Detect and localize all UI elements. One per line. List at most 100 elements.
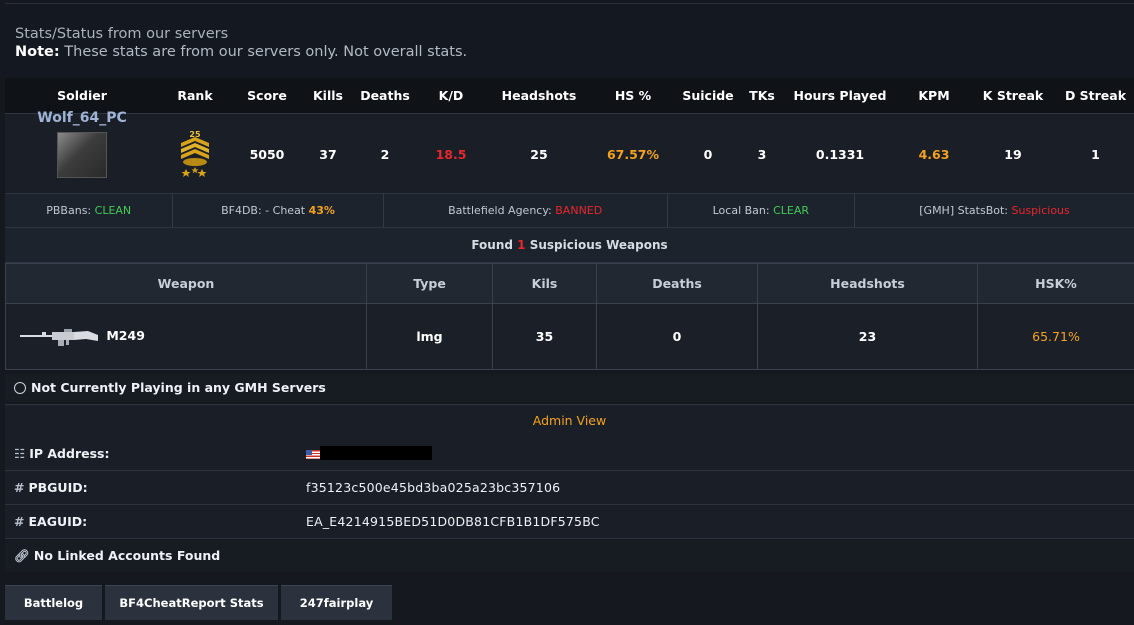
hs-pct-value: 67.57% bbox=[593, 113, 673, 194]
ip-address-label: IP Address: bbox=[29, 446, 110, 461]
col-deaths: Deaths bbox=[353, 78, 417, 114]
weapon-cell: M249 bbox=[5, 303, 367, 370]
pbguid-row: # PBGUID: f35123c500e45bd3ba025a23bc35710… bbox=[5, 471, 1134, 505]
eaguid-label: EAGUID: bbox=[28, 514, 88, 529]
pbguid-value: f35123c500e45bd3ba025a23bc357106 bbox=[306, 480, 561, 495]
col-rank: Rank bbox=[159, 78, 231, 114]
weapon-headshots: 23 bbox=[757, 303, 978, 370]
deaths-value: 2 bbox=[353, 113, 417, 194]
admin-view-title: Admin View bbox=[5, 404, 1134, 438]
col-kills: Kills bbox=[303, 78, 353, 114]
note-text: These stats are from our servers only. N… bbox=[59, 44, 468, 60]
weapon-name: M249 bbox=[106, 328, 145, 343]
bf4db-label: BF4DB: - Cheat bbox=[221, 204, 306, 217]
pbbans-status[interactable]: PBBans: CLEAN bbox=[5, 194, 174, 227]
suicide-value: 0 bbox=[673, 113, 743, 194]
battlelog-button[interactable]: Battlelog bbox=[5, 585, 102, 620]
ip-address-label-wrap: ☷ IP Address: bbox=[14, 446, 109, 461]
suspicious-count: 1 bbox=[517, 238, 526, 252]
suspicious-weapons-table: Weapon Type Kils Deaths Headshots HSK% bbox=[5, 263, 1134, 370]
col-d-streak: D Streak bbox=[1057, 78, 1134, 114]
kd-value: 18.5 bbox=[417, 113, 485, 194]
pbbans-label: PBBans: bbox=[46, 204, 92, 217]
stats-header-row: Soldier Rank Score Kills Deaths K/D Head… bbox=[5, 78, 1134, 114]
k-streak-value: 19 bbox=[969, 113, 1057, 194]
link-icon: 🔗︎ bbox=[14, 548, 30, 563]
bf4db-status[interactable]: BF4DB: - Cheat 43% bbox=[173, 194, 384, 227]
col-kd: K/D bbox=[417, 78, 485, 114]
bf4cheatreport-button[interactable]: BF4CheatReport Stats bbox=[105, 585, 278, 620]
agency-label: Battlefield Agency: bbox=[448, 204, 552, 217]
score-value: 5050 bbox=[231, 113, 303, 194]
col-hs-pct: HS % bbox=[593, 78, 673, 114]
linked-accounts-text: No Linked Accounts Found bbox=[33, 548, 221, 563]
eaguid-row: # EAGUID: EA_E4214915BED51D0DB81CFB1B1DF5… bbox=[5, 505, 1134, 539]
col-weapon-deaths: Deaths bbox=[596, 263, 758, 304]
rank-insignia-icon: 25 bbox=[181, 130, 209, 177]
pbguid-label: PBGUID: bbox=[28, 480, 88, 495]
kills-value: 37 bbox=[303, 113, 353, 194]
local-ban-value: CLEAR bbox=[773, 204, 810, 217]
local-ban-status: Local Ban: CLEAR bbox=[668, 194, 855, 227]
col-weapon-headshots: Headshots bbox=[757, 263, 978, 304]
table-row: M249 lmg 35 0 23 65.71% bbox=[5, 303, 1134, 370]
avatar bbox=[57, 132, 107, 178]
soldier-cell: Wolf_64_PC bbox=[5, 110, 159, 194]
weapon-type: lmg bbox=[366, 303, 493, 370]
page-header: Stats/Status from our servers Note: Thes… bbox=[5, 3, 1134, 77]
col-type: Type bbox=[366, 263, 493, 304]
col-headshots: Headshots bbox=[485, 78, 593, 114]
playing-status: Not Currently Playing in any GMH Servers bbox=[5, 374, 1134, 402]
d-streak-value: 1 bbox=[1057, 113, 1134, 194]
page-title: Stats/Status from our servers bbox=[15, 26, 229, 42]
col-suicide: Suicide bbox=[673, 78, 743, 114]
circle-icon bbox=[14, 382, 26, 394]
playing-status-text: Not Currently Playing in any GMH Servers bbox=[31, 380, 326, 395]
network-icon: ☷ bbox=[14, 446, 26, 461]
weapons-header-row: Weapon Type Kils Deaths Headshots HSK% bbox=[5, 263, 1134, 304]
ban-status-bar: PBBans: CLEAN BF4DB: - Cheat 43% Battlef… bbox=[5, 193, 1134, 228]
eaguid-label-wrap: # EAGUID: bbox=[14, 514, 87, 529]
m249-weapon-icon bbox=[20, 328, 98, 346]
soldier-name-link[interactable]: Wolf_64_PC bbox=[37, 110, 127, 126]
statsbot-value: Suspicious bbox=[1011, 204, 1070, 217]
weapon-kills: 35 bbox=[492, 303, 597, 370]
col-tks: TKs bbox=[743, 78, 781, 114]
hours-played-value: 0.1331 bbox=[781, 113, 899, 194]
us-flag-icon bbox=[306, 450, 320, 459]
ip-address-value bbox=[306, 446, 432, 461]
suspicious-weapons-title: Found 1 Suspicious Weapons bbox=[5, 228, 1134, 263]
rank-cell: 25 bbox=[159, 113, 231, 194]
col-weapon: Weapon bbox=[5, 263, 367, 304]
247fairplay-button[interactable]: 247fairplay bbox=[281, 585, 392, 620]
hash-icon: # bbox=[14, 480, 25, 495]
pbguid-label-wrap: # PBGUID: bbox=[14, 480, 88, 495]
statsbot-label: [GMH] StatsBot: bbox=[919, 204, 1008, 217]
col-hsk-pct: HSK% bbox=[977, 263, 1134, 304]
col-soldier: Soldier bbox=[5, 78, 159, 114]
col-kpm: KPM bbox=[899, 78, 969, 114]
found-prefix: Found bbox=[471, 238, 513, 252]
player-stats-table: Soldier Rank Score Kills Deaths K/D Head… bbox=[5, 78, 1134, 194]
external-links: Battlelog BF4CheatReport Stats 247fairpl… bbox=[5, 585, 392, 620]
col-hours-played: Hours Played bbox=[781, 78, 899, 114]
weapon-hsk-pct: 65.71% bbox=[977, 303, 1134, 370]
note-label: Note: bbox=[15, 44, 60, 60]
headshots-value: 25 bbox=[485, 113, 593, 194]
linked-accounts: 🔗︎ No Linked Accounts Found bbox=[5, 540, 1134, 572]
agency-value: BANNED bbox=[555, 204, 603, 217]
battlefield-agency-status[interactable]: Battlefield Agency: BANNED bbox=[384, 194, 668, 227]
statsbot-status: [GMH] StatsBot: Suspicious bbox=[855, 194, 1134, 227]
tks-value: 3 bbox=[743, 113, 781, 194]
found-suffix: Suspicious Weapons bbox=[529, 238, 668, 252]
local-ban-label: Local Ban: bbox=[712, 204, 770, 217]
bf4db-value: 43% bbox=[308, 204, 335, 217]
pbbans-value: CLEAN bbox=[94, 204, 132, 217]
col-k-streak: K Streak bbox=[969, 78, 1057, 114]
ip-address-row: ☷ IP Address: bbox=[5, 437, 1134, 471]
col-score: Score bbox=[231, 78, 303, 114]
stats-row: Wolf_64_PC 25 5050 37 bbox=[5, 110, 1134, 194]
eaguid-value: EA_E4214915BED51D0DB81CFB1B1DF575BC bbox=[306, 514, 600, 529]
weapon-deaths: 0 bbox=[596, 303, 758, 370]
